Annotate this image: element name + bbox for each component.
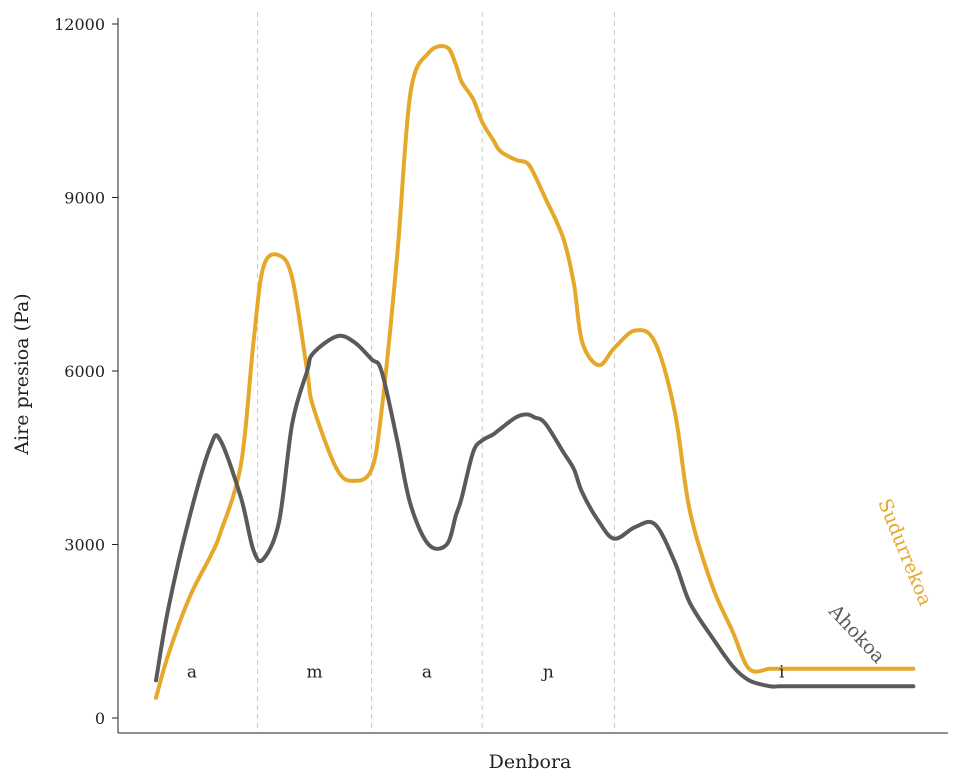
y-ticks: 0 3000 6000 9000 12000 [54,15,118,728]
segment-label: ɲ [541,663,554,683]
segment-dividers [257,12,615,733]
y-tick-label: 0 [95,709,105,728]
x-axis-title: Denbora [489,751,572,770]
segment-label: a [187,663,197,683]
segment-label: i [779,663,785,683]
series-line-sudurrekoa [154,44,916,700]
y-tick-label: 12000 [54,15,105,34]
series-line-ahokoa [154,333,916,689]
y-tick-label: 9000 [64,189,105,208]
axes [117,18,948,734]
segment-label: m [307,663,323,683]
y-tick-label: 3000 [64,536,105,555]
series-label-ahokoa: Ahokoa [824,600,890,668]
series-lines [154,44,916,700]
y-tick-label: 6000 [64,362,105,381]
segment-label: a [422,663,432,683]
series-label-sudurrekoa: Sudurrekoa [873,496,936,609]
y-axis-title: Aire presioa (Pa) [11,293,33,455]
